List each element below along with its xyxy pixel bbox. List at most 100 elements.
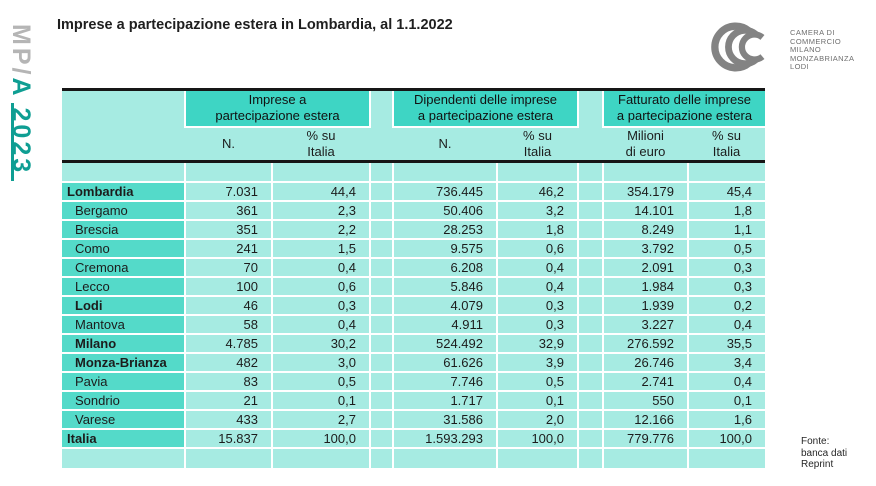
col-header-milioni-euro: Milioni di euro (603, 126, 688, 163)
separator-cell (370, 88, 393, 127)
value-cell: 3,0 (271, 351, 371, 373)
table-row: Pavia 83 0,5 7.746 0,5 2.741 0,4 (62, 370, 765, 392)
value-cell: 0,5 (271, 370, 371, 392)
value-cell: 3,4 (687, 351, 765, 373)
separator-cell (577, 218, 604, 240)
value-cell: 482 (184, 351, 273, 373)
value-cell: 3.792 (602, 237, 689, 259)
value-cell: 21 (184, 389, 273, 411)
group-header-fatturato: Fatturato delle imprese a partecipazione… (602, 88, 765, 128)
separator-cell (577, 427, 604, 449)
separator-cell (369, 351, 394, 373)
col-header-n: N. (393, 126, 497, 163)
value-cell: 0,5 (496, 370, 579, 392)
row-name-cell: Cremona (62, 256, 186, 278)
value-cell: 70 (184, 256, 273, 278)
value-cell: 9.575 (392, 237, 498, 259)
separator-cell (577, 160, 604, 183)
value-cell: 4.785 (184, 332, 273, 354)
value-cell: 4.079 (392, 294, 498, 316)
value-cell: 0,1 (496, 389, 579, 411)
value-cell: 100,0 (687, 427, 765, 449)
separator-cell (369, 389, 394, 411)
row-name-cell: Milano (62, 332, 186, 354)
source-note: Fonte: banca dati Reprint (801, 436, 848, 470)
value-cell: 433 (184, 408, 273, 430)
value-cell: 361 (184, 199, 273, 221)
value-cell: 1.593.293 (392, 427, 498, 449)
value-cell: 45,4 (687, 180, 765, 202)
value-cell: 100,0 (271, 427, 371, 449)
row-name-cell: Sondrio (62, 389, 186, 411)
table-row: Mantova 58 0,4 4.911 0,3 3.227 0,4 (62, 313, 765, 335)
value-cell: 276.592 (602, 332, 689, 354)
value-cell: 1.717 (392, 389, 498, 411)
value-cell: 351 (184, 218, 273, 240)
value-cell: 61.626 (392, 351, 498, 373)
value-cell: 32,9 (496, 332, 579, 354)
value-cell: 58 (184, 313, 273, 335)
value-cell: 0,3 (687, 256, 765, 278)
row-name-cell: Varese (62, 408, 186, 430)
table-row: Monza-Brianza 482 3,0 61.626 3,9 26.746 3,4 (62, 351, 765, 373)
col-header-pct-italia: % su Italia (688, 126, 765, 163)
row-name-cell: Lodi (62, 294, 186, 316)
value-cell: 1,6 (687, 408, 765, 430)
brand-prefix: MP/ (7, 24, 35, 78)
separator-cell (577, 351, 604, 373)
blank-cell (271, 160, 371, 183)
separator-cell (369, 332, 394, 354)
value-cell: 0,1 (271, 389, 371, 411)
value-cell: 0,4 (496, 256, 579, 278)
row-name-cell: Mantova (62, 313, 186, 335)
value-cell: 7.746 (392, 370, 498, 392)
foreign-companies-table: Imprese a partecipazione estera Dipenden… (62, 88, 765, 468)
value-cell: 6.208 (392, 256, 498, 278)
table-row: Varese 433 2,7 31.586 2,0 12.166 1,6 (62, 408, 765, 430)
spacer-row (62, 160, 765, 183)
separator-cell (577, 313, 604, 335)
separator-cell (577, 256, 604, 278)
value-cell: 0,1 (687, 389, 765, 411)
table-row: Cremona 70 0,4 6.208 0,4 2.091 0,3 (62, 256, 765, 278)
value-cell: 83 (184, 370, 273, 392)
value-cell: 2.741 (602, 370, 689, 392)
separator-cell (369, 370, 394, 392)
separator-cell (370, 126, 393, 163)
col-header-pct-italia: % su Italia (497, 126, 578, 163)
blank-cell (687, 446, 765, 468)
value-cell: 3.227 (602, 313, 689, 335)
value-cell: 0,4 (687, 370, 765, 392)
value-cell: 0,4 (271, 313, 371, 335)
group-header-dipendenti: Dipendenti delle imprese a partecipazion… (392, 88, 579, 128)
separator-cell (577, 180, 604, 202)
value-cell: 26.746 (602, 351, 689, 373)
value-cell: 7.031 (184, 180, 273, 202)
separator-cell (369, 275, 394, 297)
sub-header-row: N. % su Italia N. % su Italia Milioni di… (62, 126, 765, 163)
blank-cell (496, 446, 579, 468)
separator-cell (369, 237, 394, 259)
value-cell: 0,3 (496, 313, 579, 335)
blank-cell (496, 160, 579, 183)
value-cell: 44,4 (271, 180, 371, 202)
value-cell: 779.776 (602, 427, 689, 449)
table-row: Italia 15.837 100,0 1.593.293 100,0 779.776 10… (62, 427, 765, 449)
value-cell: 0,6 (271, 275, 371, 297)
separator-cell (369, 218, 394, 240)
value-cell: 46 (184, 294, 273, 316)
corner-cell (62, 88, 185, 127)
value-cell: 31.586 (392, 408, 498, 430)
separator-cell (577, 275, 604, 297)
value-cell: 100,0 (496, 427, 579, 449)
row-name-cell: Bergamo (62, 199, 186, 221)
value-cell: 0,2 (687, 294, 765, 316)
brand-underline-accent (11, 103, 14, 181)
separator-cell (578, 88, 603, 127)
logo-wordmark: CAMERA DI COMMERCIO MILANO MONZABRIANZA … (790, 28, 855, 72)
blank-cell (184, 446, 273, 468)
value-cell: 0,4 (687, 313, 765, 335)
value-cell: 3,2 (496, 199, 579, 221)
value-cell: 100 (184, 275, 273, 297)
